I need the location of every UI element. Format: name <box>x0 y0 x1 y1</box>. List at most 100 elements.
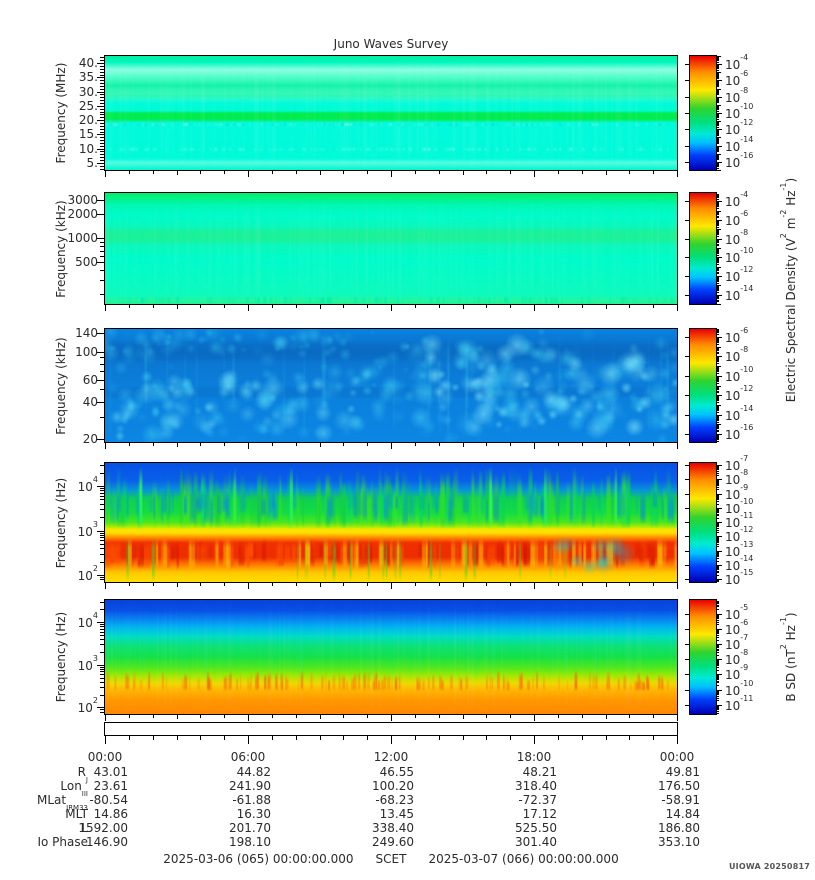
x-tick <box>415 582 416 586</box>
y-tick <box>100 687 104 688</box>
y-tick <box>100 66 104 67</box>
x-tick <box>582 582 583 586</box>
colorbar-tick <box>716 579 722 580</box>
x-tick <box>153 170 154 174</box>
x-tick <box>558 442 559 446</box>
colorbar-tick <box>716 344 719 345</box>
time-tick <box>248 735 249 744</box>
x-tick <box>391 714 392 721</box>
colorbar-tick <box>716 157 719 158</box>
colorbar-tick <box>716 255 719 256</box>
colorbar-tick-label: 10-15 <box>725 568 754 587</box>
colorbar-tick <box>685 434 689 435</box>
colorbar-tick <box>716 487 719 488</box>
x-tick <box>606 442 607 447</box>
colorbar-tick <box>716 645 719 646</box>
ephemeris-row-label-mlat_jrm33: MLatJRM33 <box>37 793 88 812</box>
colorbar-tick <box>716 197 719 198</box>
time-tick <box>105 735 106 744</box>
colorbar-tick <box>716 469 719 470</box>
x-tick <box>343 304 344 308</box>
colorbar-tick <box>716 696 719 697</box>
x-tick <box>272 170 273 174</box>
time-tick <box>534 735 535 744</box>
y-tick-label: 25. <box>78 99 98 113</box>
x-tick <box>629 582 630 586</box>
colorbar-tick <box>716 101 719 102</box>
time-tick <box>582 735 583 740</box>
colorbar-tick <box>716 288 719 289</box>
colorbar-tick <box>716 396 719 397</box>
colorbar-tick <box>716 504 719 505</box>
y-tick <box>100 256 104 257</box>
y-tick <box>100 151 104 152</box>
x-tick <box>415 304 416 308</box>
colorbar-tick <box>716 417 719 418</box>
colorbar-b_field_hz <box>689 599 717 715</box>
x-tick <box>606 304 607 309</box>
y-tick <box>97 439 104 440</box>
y-tick-label: 100 <box>75 345 98 359</box>
x-tick <box>463 170 464 175</box>
colorbar-tick <box>716 481 719 482</box>
time-tick-label: 00:00 <box>87 750 123 764</box>
colorbar-tick-label: 10-8 <box>725 345 749 364</box>
x-tick <box>606 582 607 587</box>
x-tick <box>367 714 368 718</box>
colorbar-tick <box>716 165 719 166</box>
colorbar-tick <box>716 162 722 163</box>
colorbar-tick <box>685 129 689 130</box>
colorbar-tick <box>716 660 719 661</box>
colorbar-tick <box>716 211 721 212</box>
colorbar-tick <box>716 434 722 435</box>
x-tick <box>105 442 106 449</box>
colorbar-tick <box>716 239 722 240</box>
colorbar-tick <box>685 276 689 277</box>
x-tick <box>510 170 511 174</box>
colorbar-tick <box>716 216 719 217</box>
y-tick <box>100 695 104 696</box>
colorbar-tick <box>716 116 719 117</box>
colorbar-tick <box>716 273 719 274</box>
colorbar-tick <box>716 383 719 384</box>
spectrogram-canvas-b_field_hz <box>105 600 677 714</box>
scet-end-date: 2025-03-07 (066) 00:00:00.000 <box>428 852 619 866</box>
colorbar-tick <box>716 395 722 396</box>
colorbar-tick <box>716 194 719 195</box>
colorbar-tick <box>716 675 719 676</box>
colorbar-tick <box>716 555 719 556</box>
colorbar-tick-label: 10-6 <box>725 69 749 88</box>
x-tick <box>629 170 630 174</box>
y-tick <box>100 246 104 247</box>
colorbar-tick <box>716 475 719 476</box>
colorbar-tick <box>716 111 719 112</box>
colorbar-tick <box>685 395 689 396</box>
colorbar-tick <box>716 709 719 710</box>
y-tick <box>100 488 104 489</box>
colorbar-tick <box>716 206 719 207</box>
colorbar-tick <box>716 66 719 67</box>
x-tick <box>153 442 154 446</box>
colorbar-tick <box>716 483 719 484</box>
colorbar-tick <box>716 498 719 499</box>
colorbar-tick <box>716 166 719 167</box>
colorbar-tick <box>716 122 719 123</box>
colorbar-tick <box>716 381 719 382</box>
y-tick-label: 60 <box>82 373 98 387</box>
y-tick <box>100 160 104 161</box>
colorbar-tick <box>716 436 719 437</box>
x-tick <box>391 582 392 589</box>
colorbar-tick <box>716 480 719 481</box>
colorbar-tick <box>716 376 722 377</box>
time-tick <box>296 735 297 740</box>
colorbar-tick <box>716 605 719 606</box>
electric-spectral-density-label: Electric Spectral Density (V2 m-2 Hz-1) <box>779 177 798 403</box>
ephemeris-value-io_phase-0: 146.90 <box>86 835 128 849</box>
colorbar-tick <box>716 377 719 378</box>
spectrogram-canvas-e_field_hz <box>105 463 677 582</box>
colorbar-tick <box>716 60 719 61</box>
x-tick <box>153 714 154 718</box>
x-tick <box>439 714 440 718</box>
colorbar-tick <box>716 89 721 90</box>
colorbar-tick <box>716 431 719 432</box>
